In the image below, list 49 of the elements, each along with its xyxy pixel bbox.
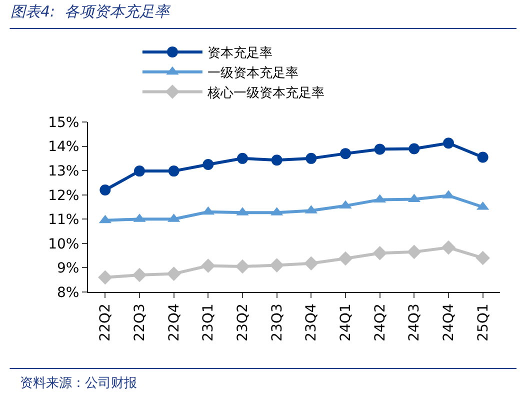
y-tick-label: 8% bbox=[56, 284, 80, 301]
chart-title: 图表4: 各项资本充足率 bbox=[10, 2, 172, 20]
point bbox=[98, 270, 112, 285]
x-tick-label: 23Q1 bbox=[200, 304, 217, 342]
x-tick-label: 24Q1 bbox=[338, 304, 354, 342]
x-tick-label: 25Q1 bbox=[475, 304, 492, 342]
point bbox=[304, 256, 318, 270]
point bbox=[476, 250, 490, 266]
x-tick-label: 22Q2 bbox=[98, 304, 114, 342]
point bbox=[477, 152, 488, 163]
point bbox=[374, 144, 386, 155]
point bbox=[338, 251, 353, 266]
x-tick-label: 22Q4 bbox=[166, 304, 182, 342]
point bbox=[237, 152, 248, 164]
x-tick-label: 23Q3 bbox=[269, 304, 286, 342]
y-tick-label: 13% bbox=[48, 163, 80, 180]
y-tick-label: 9% bbox=[56, 260, 80, 277]
point bbox=[408, 143, 420, 154]
y-tick-label: 11% bbox=[48, 212, 80, 228]
point bbox=[132, 268, 147, 282]
x-tick-label: 24Q4 bbox=[441, 304, 458, 342]
point bbox=[201, 258, 216, 273]
legend-label: 核心一级资本充足率 bbox=[206, 84, 324, 101]
x-tick-label: 24Q3 bbox=[406, 304, 423, 342]
x-tick-label: 24Q2 bbox=[372, 304, 388, 342]
point bbox=[372, 246, 387, 260]
y-tick-label: 14% bbox=[48, 139, 80, 156]
y-tick-label: 10% bbox=[48, 236, 80, 252]
x-tick-label: 22Q3 bbox=[132, 304, 148, 342]
point bbox=[306, 152, 317, 164]
legend-label: 资本充足率 bbox=[207, 45, 272, 62]
point bbox=[407, 244, 422, 260]
x-tick-label: 23Q4 bbox=[304, 304, 320, 342]
point bbox=[340, 148, 351, 160]
point bbox=[271, 154, 282, 166]
y-tick-label: 12% bbox=[48, 188, 80, 204]
y-tick-label: 15% bbox=[48, 114, 80, 131]
point bbox=[441, 240, 456, 255]
point bbox=[166, 266, 181, 281]
point bbox=[134, 166, 145, 177]
text: 资料来源：公司财报 bbox=[20, 376, 137, 391]
point bbox=[168, 166, 180, 177]
point bbox=[235, 259, 250, 274]
point bbox=[270, 258, 284, 272]
x-tick-label: 23Q2 bbox=[235, 304, 252, 342]
point bbox=[100, 184, 111, 196]
legend-label: 一级资本充足率 bbox=[207, 64, 298, 81]
point bbox=[443, 138, 454, 149]
point bbox=[202, 159, 214, 170]
